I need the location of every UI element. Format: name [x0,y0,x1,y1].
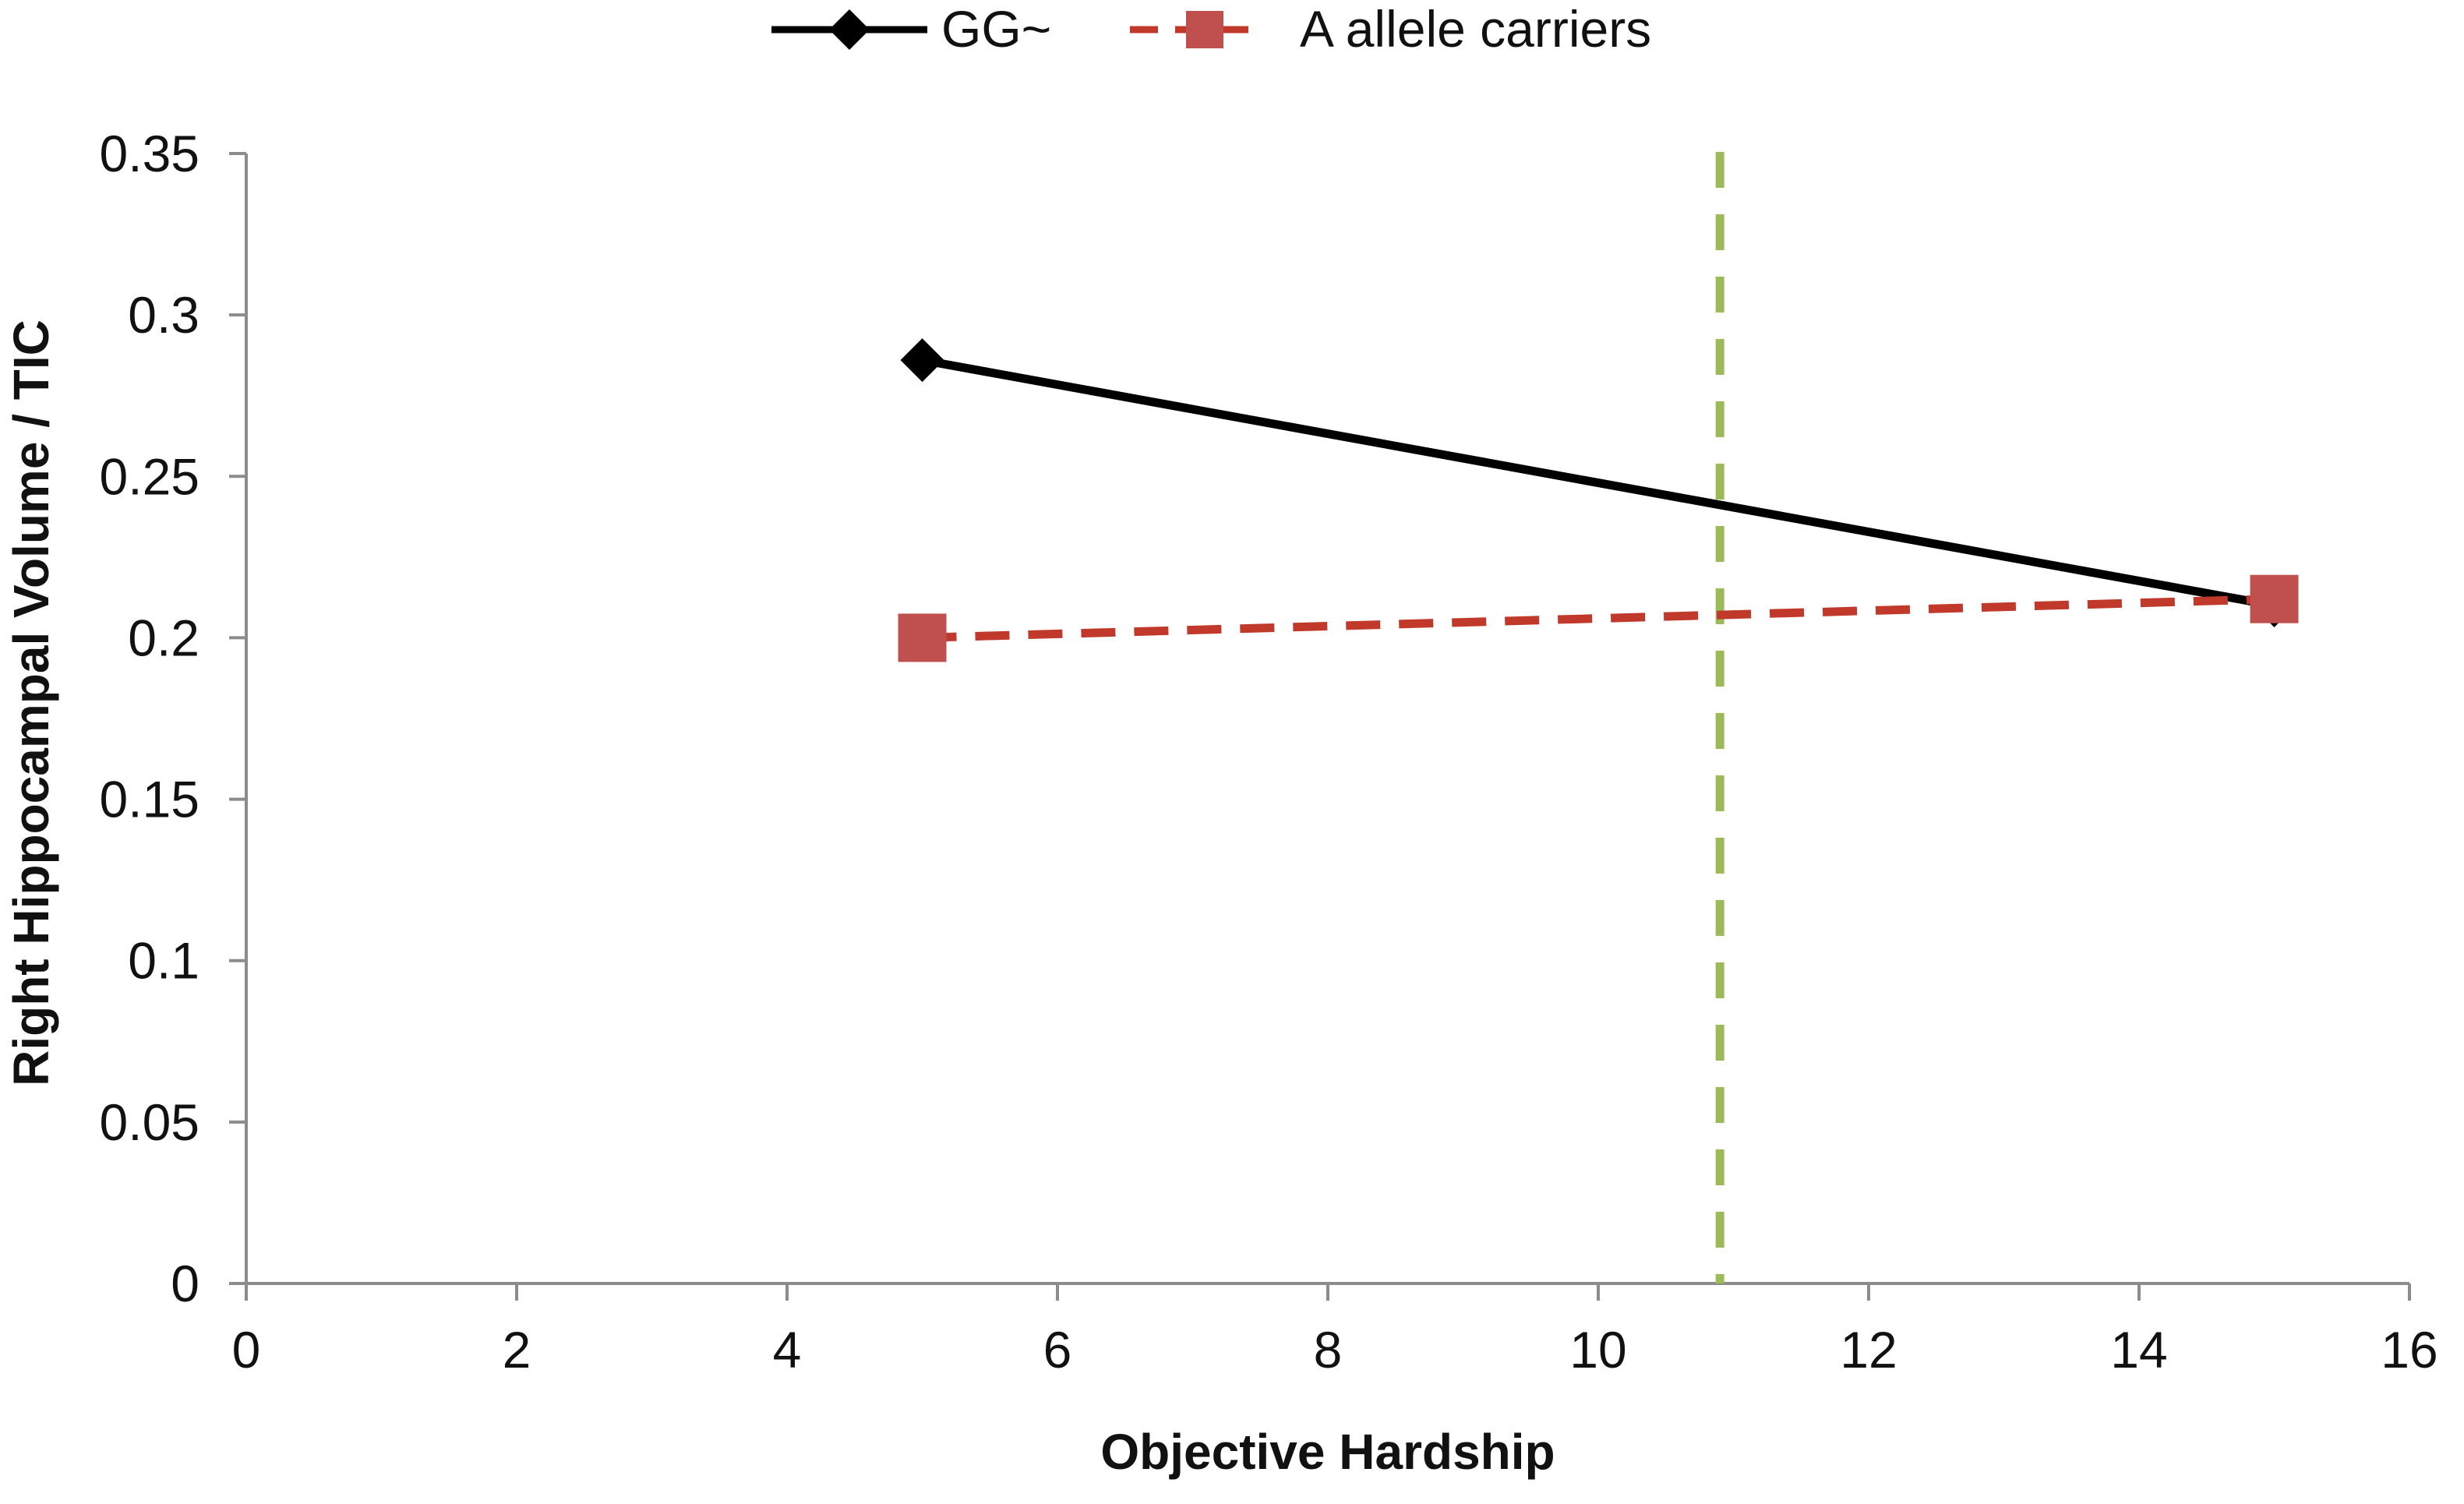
x-tick-label: 0 [232,1321,261,1379]
data-point-diamond [900,338,944,383]
x-axis-title: Objective Hardship [1100,1424,1555,1480]
legend-marker-square [1186,11,1223,48]
y-tick-label: 0.15 [100,771,199,828]
legend-label-a-allele: A allele carriers [1300,0,1651,58]
x-tick-label: 10 [1569,1321,1626,1379]
x-tick-label: 6 [1043,1321,1072,1379]
series-line [921,355,2275,610]
x-ticks: 0 2 4 6 8 10 12 14 16 [232,1283,2438,1379]
y-tick-label: 0.2 [128,609,199,666]
x-tick-label: 12 [1840,1321,1897,1379]
data-point-square [2250,574,2299,623]
y-tick-label: 0 [171,1255,199,1312]
y-axis-title: Right Hippocampal Volume / TIC [3,320,59,1086]
series-layer [898,338,2299,662]
x-tick-label: 2 [503,1321,531,1379]
y-tick-label: 0.3 [128,286,199,344]
legend: GG~ A allele carriers [771,0,1651,58]
legend-label-gg: GG~ [941,0,1051,58]
data-point-square [898,613,947,662]
x-tick-label: 8 [1314,1321,1343,1379]
y-tick-label: 0.1 [128,932,199,990]
legend-marker-diamond [829,9,870,50]
x-tick-label: 4 [773,1321,802,1379]
x-tick-label: 16 [2381,1321,2438,1379]
y-tick-label: 0.05 [100,1093,199,1151]
axes: 0 0.05 0.1 0.15 0.2 0.25 0.3 0.35 0 2 4 6 8 10 12 14 16 [100,125,2438,1379]
y-tick-label: 0.25 [100,447,199,505]
y-ticks: 0 0.05 0.1 0.15 0.2 0.25 0.3 0.35 [100,125,246,1312]
series-line [922,595,2275,642]
y-tick-label: 0.35 [100,125,199,182]
x-tick-label: 14 [2110,1321,2167,1379]
